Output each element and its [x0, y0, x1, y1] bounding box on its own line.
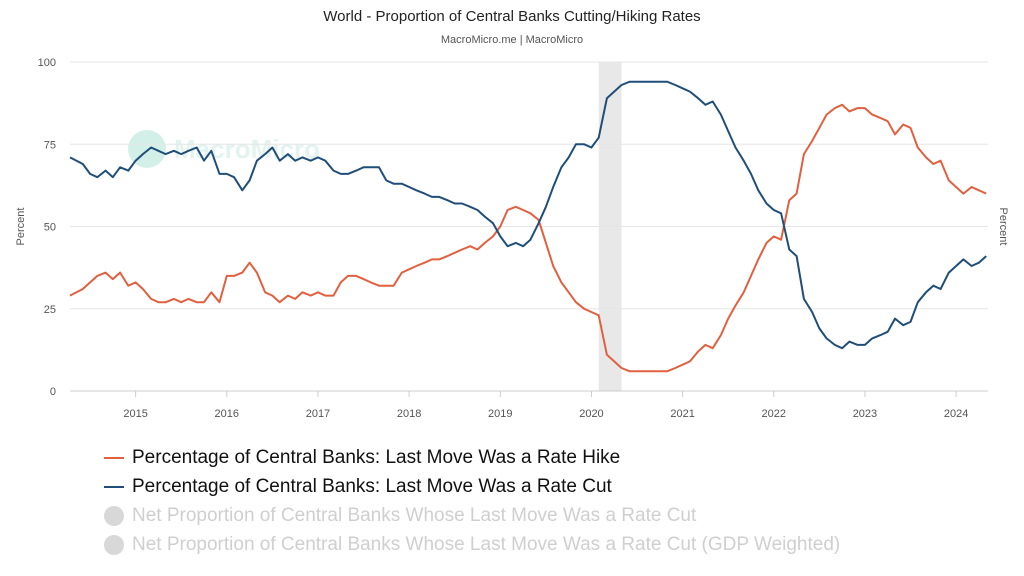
- legend-item-net-proportion-gdp[interactable]: Net Proportion of Central Banks Whose La…: [104, 530, 840, 559]
- chart-legend: Percentage of Central Banks: Last Move W…: [104, 443, 840, 559]
- x-tick-label-2016: 2016: [215, 408, 239, 420]
- x-tick-label-2024: 2024: [944, 408, 968, 420]
- series-line-rate-hike: [69, 103, 987, 373]
- y-tick-label-50: 50: [44, 222, 56, 234]
- x-tick-label-2021: 2021: [670, 408, 694, 420]
- legend-item-rate-hike[interactable]: Percentage of Central Banks: Last Move W…: [104, 443, 840, 472]
- watermark: MacroMicro: [128, 130, 320, 168]
- legend-swatch-net: [104, 505, 124, 526]
- y-tick-label-75: 75: [44, 139, 56, 151]
- series-line-rate-cut: [69, 80, 987, 350]
- legend-swatch-hike: [104, 456, 124, 459]
- y-tick-label-0: 0: [50, 386, 56, 398]
- x-tick-label-2022: 2022: [762, 408, 786, 420]
- legend-item-rate-cut[interactable]: Percentage of Central Banks: Last Move W…: [104, 472, 840, 501]
- x-tick-label-2018: 2018: [397, 408, 421, 420]
- y-tick-label-25: 25: [44, 304, 56, 316]
- y-axis-title-left: Percent: [15, 208, 27, 246]
- chart-title: World - Proportion of Central Banks Cutt…: [323, 8, 701, 25]
- legend-swatch-net-gdp: [104, 534, 124, 555]
- y-axis-title-right: Percent: [997, 208, 1009, 246]
- x-tick-label-2019: 2019: [488, 408, 512, 420]
- x-tick-label-2023: 2023: [853, 408, 877, 420]
- line-chart: 0 25 50 75 100 2015 2016 2017 2018 2019 2020 2021 20…: [15, 57, 1009, 420]
- legend-label-cut: Percentage of Central Banks: Last Move W…: [132, 475, 612, 497]
- legend-item-net-proportion[interactable]: Net Proportion of Central Banks Whose La…: [104, 501, 840, 530]
- legend-label-hike: Percentage of Central Banks: Last Move W…: [132, 446, 621, 468]
- x-tick-label-2015: 2015: [123, 408, 147, 420]
- chart-subtitle: MacroMicro.me | MacroMicro: [440, 34, 584, 46]
- legend-label-net: Net Proportion of Central Banks Whose La…: [132, 504, 697, 526]
- legend-swatch-cut: [104, 485, 124, 488]
- y-tick-label-100: 100: [38, 57, 56, 69]
- x-tick-label-2017: 2017: [306, 408, 330, 420]
- legend-label-net-gdp: Net Proportion of Central Banks Whose La…: [132, 533, 841, 555]
- x-tick-label-2020: 2020: [579, 408, 603, 420]
